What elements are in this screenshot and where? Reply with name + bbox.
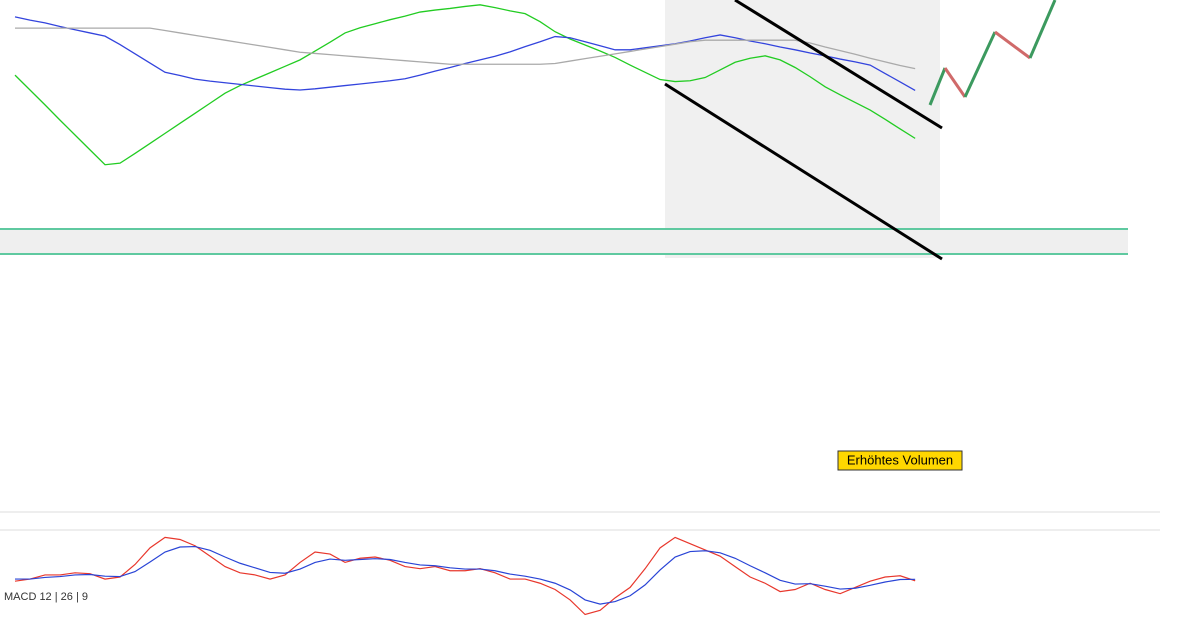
channel-line	[734, 0, 943, 130]
macd-line	[14, 536, 916, 616]
annotation: Erhöhtes Volumen	[847, 452, 953, 467]
plot	[14, 4, 916, 616]
moving-average	[15, 27, 916, 70]
projection	[994, 30, 1031, 60]
projection	[928, 67, 947, 106]
moving-average	[14, 4, 916, 166]
signal-line	[15, 545, 916, 605]
projection	[1028, 0, 1057, 59]
moving-average	[14, 16, 916, 92]
channel-line	[664, 82, 943, 261]
indicator-label: MACD 12 | 26 | 9	[4, 591, 88, 603]
support-zone	[0, 229, 1128, 254]
projection	[963, 31, 997, 98]
annotation-box	[837, 450, 963, 471]
channel-shade	[665, 0, 940, 258]
projection	[943, 67, 967, 98]
